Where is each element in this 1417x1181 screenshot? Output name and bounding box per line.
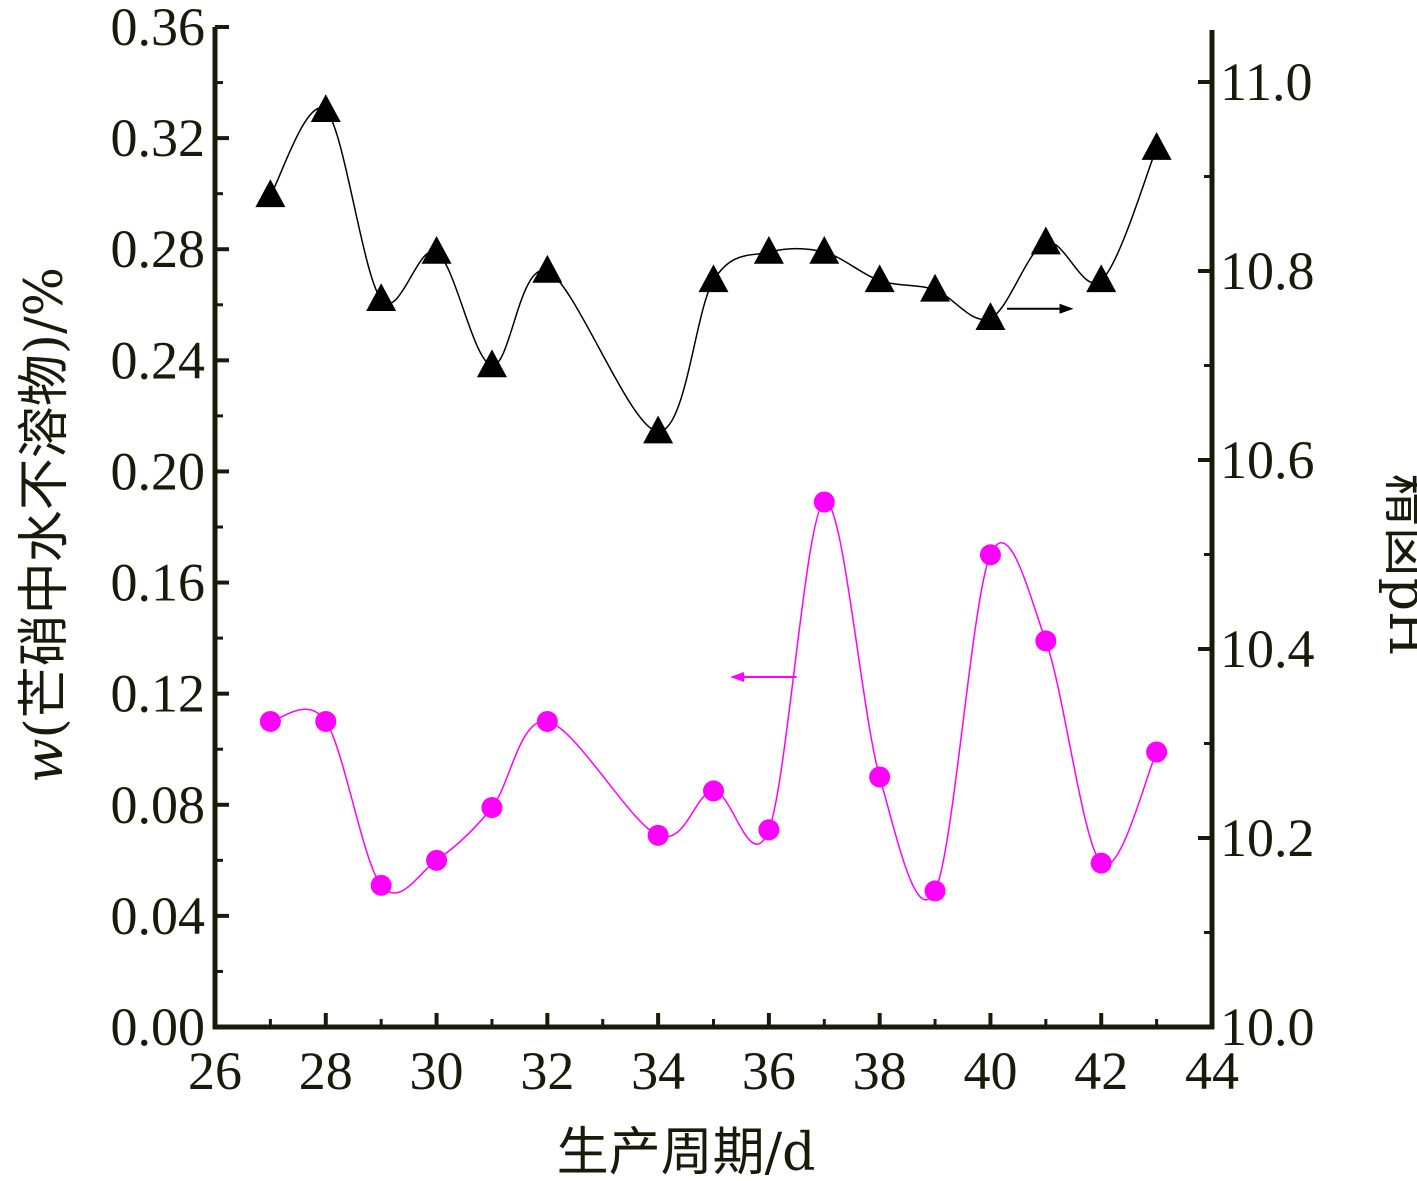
insoluble-data-point bbox=[370, 874, 392, 896]
ph-data-point bbox=[1086, 264, 1117, 293]
insoluble-data-point bbox=[481, 797, 503, 819]
ph-data-point bbox=[255, 179, 286, 208]
ph-data-point bbox=[532, 254, 563, 283]
y-right-tick-label: 10.0 bbox=[1220, 997, 1315, 1057]
x-tick-label: 26 bbox=[188, 1041, 242, 1101]
ph-data-point bbox=[310, 94, 341, 123]
ph-data-point bbox=[1030, 226, 1061, 255]
ph-right-arrowhead bbox=[1059, 303, 1074, 314]
x-tick-label: 30 bbox=[410, 1041, 464, 1101]
ph-data-point bbox=[421, 235, 452, 264]
insoluble-smooth-curve bbox=[270, 501, 1158, 901]
x-axis-title: 生产周期/d bbox=[557, 1123, 816, 1181]
insoluble-data-point bbox=[647, 824, 669, 846]
insoluble-data-point bbox=[1146, 741, 1168, 763]
insoluble-data-point bbox=[1090, 852, 1112, 874]
ph-data-point bbox=[698, 264, 729, 293]
x-tick-label: 42 bbox=[1074, 1041, 1128, 1101]
insoluble-left-arrowhead bbox=[730, 672, 745, 682]
ph-data-point bbox=[366, 283, 397, 312]
y-left-axis-title: w(芒硝中水不溶物)/% bbox=[15, 267, 75, 783]
y-left-tick-label: 0.16 bbox=[111, 553, 206, 613]
ph-data-point bbox=[864, 264, 895, 293]
ph-data-point bbox=[753, 235, 784, 264]
insoluble-data-point bbox=[758, 819, 780, 841]
insoluble-data-point bbox=[979, 544, 1001, 566]
insoluble-data-point bbox=[1035, 630, 1057, 652]
y-left-tick-label: 0.28 bbox=[111, 219, 206, 279]
x-tick-label: 36 bbox=[742, 1041, 796, 1101]
insoluble-data-point bbox=[813, 491, 835, 513]
y-left-axis-title-rest: (芒硝中水不溶物)/% bbox=[15, 267, 75, 739]
ph-data-point bbox=[1141, 132, 1172, 160]
y-left-tick-label: 0.36 bbox=[111, 0, 206, 57]
y-right-axis-title: 精卤pH bbox=[1377, 474, 1417, 657]
tick-labels: 26 28 30 32 34 36 38 40 42 44 0.00 0.04 0.08 0.12 0.16… bbox=[111, 0, 1315, 1101]
y-right-tick-label: 11.0 bbox=[1220, 52, 1313, 112]
ph-data-point bbox=[809, 235, 840, 264]
y-left-axis-title-italic: w bbox=[15, 739, 75, 784]
y-left-tick-label: 0.04 bbox=[111, 886, 206, 946]
y-right-tick-label: 10.4 bbox=[1220, 619, 1315, 679]
y-left-tick-label: 0.12 bbox=[111, 664, 206, 724]
x-tick-label: 28 bbox=[299, 1041, 353, 1101]
y-left-tick-label: 0.32 bbox=[111, 108, 206, 168]
insoluble-data-point bbox=[259, 710, 281, 732]
x-tick-label: 38 bbox=[853, 1041, 907, 1101]
ph-data-point bbox=[476, 349, 507, 378]
y-left-tick-label: 0.24 bbox=[111, 330, 206, 390]
y-left-tick-label: 0.00 bbox=[111, 997, 206, 1057]
y-right-tick-label: 10.2 bbox=[1220, 808, 1315, 868]
y-left-tick-label: 0.20 bbox=[111, 441, 206, 501]
insoluble-data-point bbox=[869, 766, 891, 788]
insoluble-data-point bbox=[924, 880, 946, 902]
x-tick-label: 40 bbox=[963, 1041, 1017, 1101]
insoluble-data-point bbox=[536, 710, 558, 732]
ph-data-point bbox=[975, 302, 1006, 330]
x-tick-label: 34 bbox=[631, 1041, 685, 1101]
data-markers bbox=[255, 94, 1172, 902]
ph-data-point bbox=[643, 415, 674, 444]
axes bbox=[212, 27, 1215, 1030]
y-right-tick-label: 10.6 bbox=[1220, 430, 1315, 490]
insoluble-data-point bbox=[426, 849, 448, 871]
tick-marks bbox=[213, 25, 1214, 1029]
x-tick-label: 44 bbox=[1185, 1041, 1239, 1101]
y-right-tick-label: 10.8 bbox=[1220, 241, 1315, 301]
series-arrows bbox=[730, 303, 1074, 682]
y-left-tick-label: 0.08 bbox=[111, 775, 206, 835]
insoluble-data-point bbox=[315, 710, 337, 732]
insoluble-data-point bbox=[703, 780, 724, 802]
x-tick-label: 32 bbox=[520, 1041, 574, 1101]
ph-data-point bbox=[920, 273, 951, 302]
